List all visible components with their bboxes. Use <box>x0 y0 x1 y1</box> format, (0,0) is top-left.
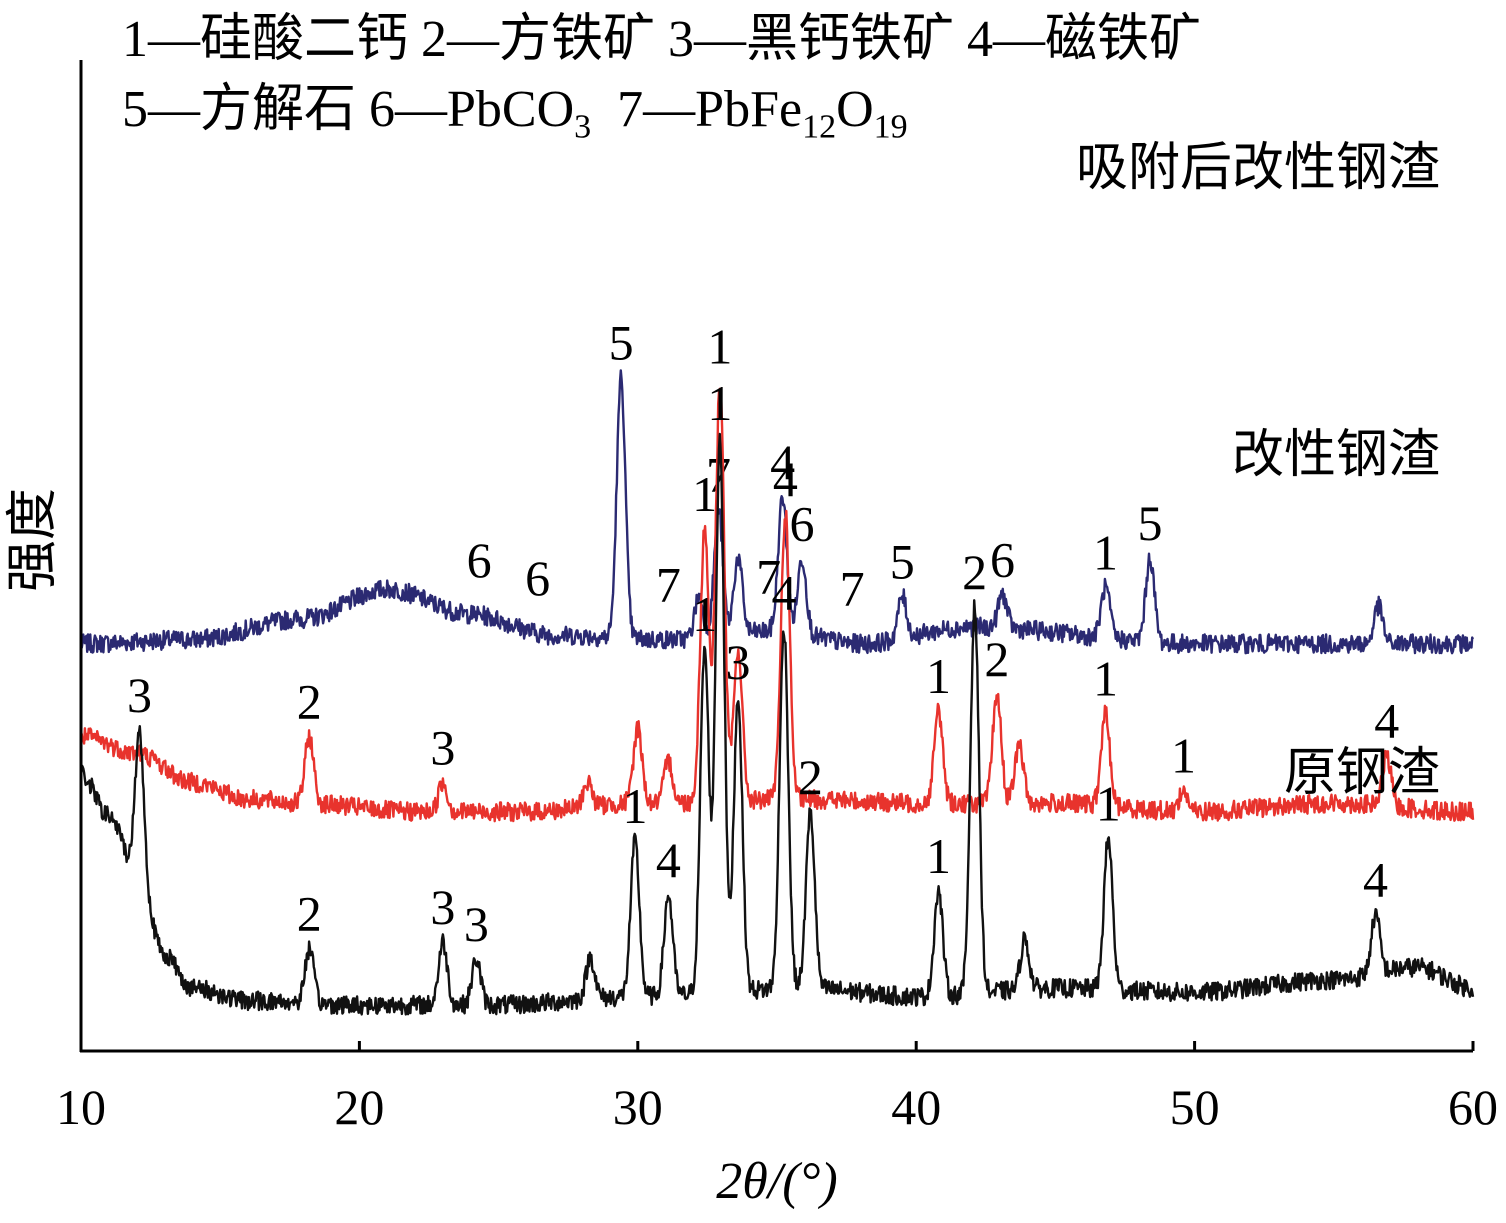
series-name-1: 吸附后改性钢渣 <box>1076 140 1440 197</box>
peak-label-s2-1: 2 <box>297 673 322 729</box>
peak-label-s3-14: 2 <box>962 544 987 600</box>
x-tick-label-10: 10 <box>56 1079 106 1135</box>
peak-label-s1-6: 6 <box>790 495 815 551</box>
peak-label-s2-11: 2 <box>984 631 1009 687</box>
y-axis-label: 强度 <box>5 488 62 592</box>
legend-text-1: 1—硅酸二钙 2—方铁矿 3—黑钙铁矿 4—磁铁矿 <box>122 11 1202 68</box>
peak-label-s3-16: 1 <box>1096 775 1121 831</box>
peak-label-s3-11: 4 <box>771 564 796 620</box>
x-tick-label-20: 20 <box>334 1079 384 1135</box>
peak-label-s2-10: 1 <box>926 648 951 704</box>
peak-label-s3-4: 3 <box>464 896 489 952</box>
peak-label-s3-6: 1 <box>623 778 648 834</box>
legend-line-2: 5—方解石 6—PbCO3 7—PbFe12O19 <box>122 84 908 153</box>
series-name-2: 改性钢渣 <box>1232 427 1440 484</box>
peak-label-s1-1: 5 <box>609 315 634 371</box>
legend-sub-12: 12 <box>802 108 837 146</box>
peak-label-s3-7: 4 <box>656 832 681 888</box>
annotation-s1-3: 7 <box>656 557 681 613</box>
peak-label-s3-12: 2 <box>798 749 823 805</box>
peak-label-s2-6: 1 <box>692 466 717 522</box>
legend-text-2a: 5—方解石 6—PbCO <box>122 81 575 138</box>
peak-label-s3-13: 1 <box>926 828 951 884</box>
peak-label-s2-13: 1 <box>1093 650 1118 706</box>
legend-text-2c: O <box>836 81 874 138</box>
legend-sub-19: 19 <box>873 108 908 146</box>
x-tick-label-40: 40 <box>891 1079 941 1135</box>
peak-label-s1-8: 6 <box>990 531 1015 587</box>
peak-label-s3-10: 3 <box>726 634 751 690</box>
peak-label-s2-7: 1 <box>707 318 732 374</box>
annotation-s1-2: 6 <box>525 550 550 606</box>
series-line-1 <box>79 369 1475 655</box>
annotation-s1-1: 6 <box>467 532 492 588</box>
peak-label-s3-3: 3 <box>430 879 455 935</box>
peak-label-s1-9: 1 <box>1093 524 1118 580</box>
annotation-s1-5: 7 <box>840 560 865 616</box>
peak-label-s1-5: 4 <box>770 434 795 490</box>
x-axis-label: 2θ/(°) <box>716 1153 837 1210</box>
x-tick-label-30: 30 <box>613 1079 663 1135</box>
series-name-3: 原钢渣 <box>1284 745 1440 802</box>
peak-label-s3-9: 1 <box>707 375 732 431</box>
peak-label-s1-10: 5 <box>1138 495 1163 551</box>
x-tick-label-50: 50 <box>1170 1079 1220 1135</box>
peak-label-s3-8: 1 <box>692 586 717 642</box>
x-ticks: 10 20 30 40 50 60 <box>56 1041 1498 1135</box>
peak-label-s2-14: 1 <box>1171 728 1196 784</box>
legend-sub-3: 3 <box>574 108 592 146</box>
legend-text-2b: 7—PbFe <box>591 81 803 138</box>
annotation-s1-4: 7 <box>756 548 781 604</box>
peak-label-s1-7: 5 <box>890 533 915 589</box>
peak-label-s3-1: 3 <box>127 667 152 723</box>
peak-label-s3-17: 4 <box>1363 852 1388 908</box>
peak-label-s2-9: 4 <box>773 451 798 507</box>
peak-label-s2-15: 4 <box>1374 693 1399 749</box>
x-tick-label-60: 60 <box>1448 1079 1498 1135</box>
peak-label-s3-2: 2 <box>297 886 322 942</box>
peak-label-s2-2: 3 <box>430 719 455 775</box>
series-line-3 <box>79 432 1475 1016</box>
legend-line-1: 1—硅酸二钙 2—方铁矿 3—黑钙铁矿 4—磁铁矿 <box>122 14 1201 66</box>
series-line-2 <box>79 387 1475 823</box>
